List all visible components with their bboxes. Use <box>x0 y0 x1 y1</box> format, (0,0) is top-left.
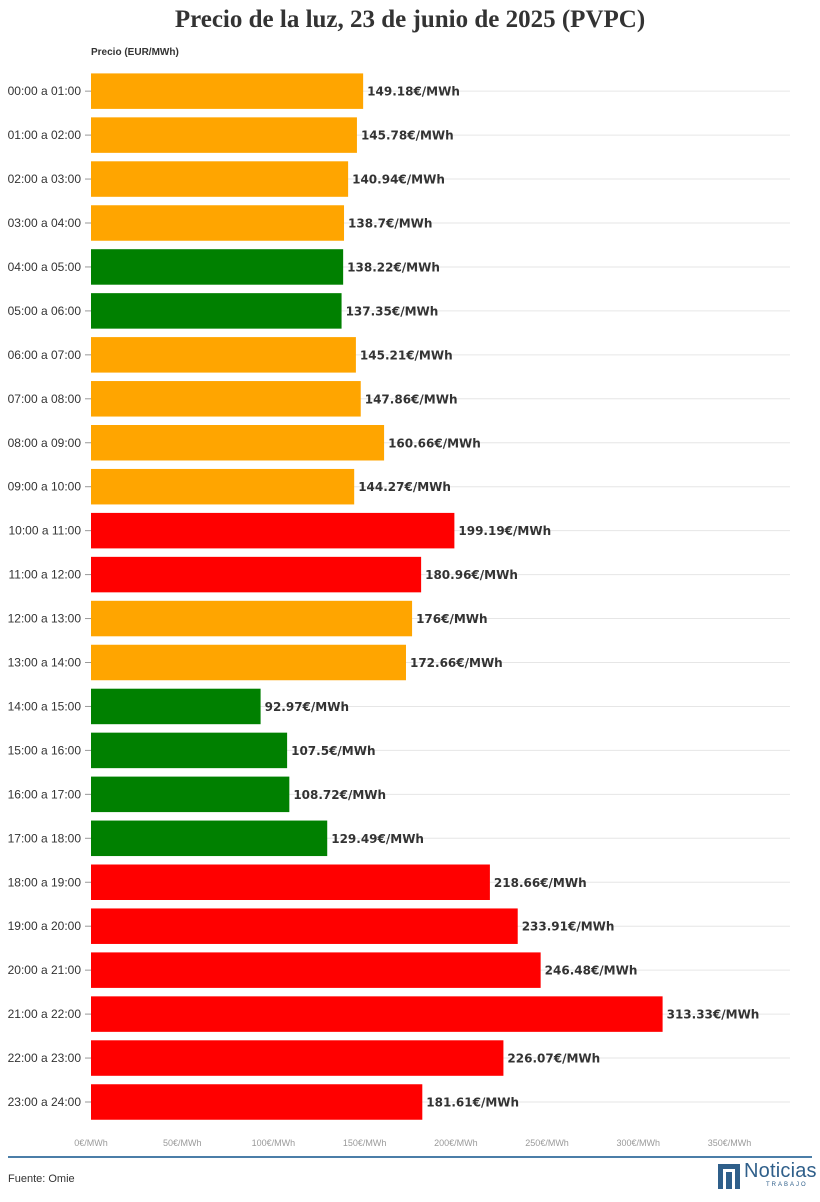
logo-mark-icon <box>718 1164 740 1189</box>
value-label: 129.49€/MWh <box>331 832 424 846</box>
category-label: 11:00 a 12:00 <box>8 568 81 582</box>
value-label: 145.21€/MWh <box>360 348 453 362</box>
value-label: 172.66€/MWh <box>410 656 503 670</box>
category-label: 08:00 a 09:00 <box>8 436 82 450</box>
value-label: 176€/MWh <box>416 612 488 626</box>
category-label: 22:00 a 23:00 <box>8 1051 82 1065</box>
category-label: 21:00 a 22:00 <box>8 1007 82 1021</box>
logo-name: Noticias <box>744 1160 817 1182</box>
bar <box>91 952 541 988</box>
category-label: 17:00 a 18:00 <box>8 831 82 845</box>
value-label: 313.33€/MWh <box>667 1008 760 1022</box>
value-label: 160.66€/MWh <box>388 436 481 450</box>
category-label: 10:00 a 11:00 <box>8 524 81 538</box>
category-label: 20:00 a 21:00 <box>8 963 82 977</box>
x-tick-label: 200€/MWh <box>434 1138 478 1148</box>
x-tick-label: 50€/MWh <box>163 1138 202 1148</box>
logo-subtitle: TRABAJO <box>766 1182 808 1188</box>
value-label: 144.27€/MWh <box>358 480 451 494</box>
bar <box>91 249 344 285</box>
bar <box>91 732 288 769</box>
value-label: 137.35€/MWh <box>346 304 439 318</box>
bar <box>91 820 328 857</box>
category-label: 12:00 a 13:00 <box>8 612 82 626</box>
bar <box>91 1084 423 1120</box>
value-label: 108.72€/MWh <box>293 788 386 802</box>
value-label: 226.07€/MWh <box>507 1052 600 1066</box>
bar <box>91 205 345 241</box>
value-label: 180.96€/MWh <box>425 568 518 582</box>
value-label: 107.5€/MWh <box>291 744 375 758</box>
bar <box>91 688 261 725</box>
y-axis-label: Precio (EUR/MWh) <box>91 47 179 58</box>
noticias-trabajo-logo: Noticias TRABAJO <box>718 1160 817 1191</box>
category-label: 06:00 a 07:00 <box>8 348 82 362</box>
category-label: 07:00 a 08:00 <box>8 392 82 406</box>
bar <box>91 908 518 944</box>
value-label: 138.22€/MWh <box>347 260 440 274</box>
category-label: 19:00 a 20:00 <box>8 919 82 933</box>
bar <box>91 425 385 461</box>
category-label: 00:00 a 01:00 <box>8 84 82 98</box>
value-label: 246.48€/MWh <box>545 964 638 978</box>
bar <box>91 381 361 417</box>
bar <box>91 512 455 549</box>
value-label: 199.19€/MWh <box>458 524 551 538</box>
value-label: 218.66€/MWh <box>494 876 587 890</box>
category-label: 02:00 a 03:00 <box>8 172 82 186</box>
bar <box>91 644 406 681</box>
x-tick-label: 300€/MWh <box>617 1138 661 1148</box>
x-tick-label: 150€/MWh <box>343 1138 387 1148</box>
value-label: 149.18€/MWh <box>367 85 460 99</box>
x-tick-label: 350€/MWh <box>708 1138 752 1148</box>
category-label: 15:00 a 16:00 <box>8 743 82 757</box>
bar-chart: 00:00 a 01:00 149.18€/MWh 01:00 a 02:00 145… <box>8 73 790 1148</box>
category-label: 01:00 a 02:00 <box>8 128 82 142</box>
value-label: 145.78€/MWh <box>361 129 454 143</box>
bar <box>91 161 349 197</box>
bar <box>91 468 355 505</box>
category-label: 16:00 a 17:00 <box>8 787 82 801</box>
value-label: 92.97€/MWh <box>265 700 349 714</box>
bar <box>91 864 490 900</box>
x-tick-label: 100€/MWh <box>252 1138 296 1148</box>
category-label: 18:00 a 19:00 <box>8 875 82 889</box>
bar <box>91 1040 504 1076</box>
x-tick-label: 0€/MWh <box>74 1138 108 1148</box>
bar <box>91 776 290 813</box>
value-label: 147.86€/MWh <box>365 392 458 406</box>
category-label: 09:00 a 10:00 <box>8 480 82 494</box>
category-label: 13:00 a 14:00 <box>8 656 82 670</box>
bars <box>91 73 663 1120</box>
category-label: 05:00 a 06:00 <box>8 304 82 318</box>
bar <box>91 556 422 593</box>
value-label: 181.61€/MWh <box>426 1096 519 1110</box>
bar <box>91 117 357 153</box>
grid-lines <box>85 90 790 1103</box>
labels: 00:00 a 01:00 149.18€/MWh 01:00 a 02:00 145… <box>8 84 760 1109</box>
bar <box>91 600 413 637</box>
bar <box>91 73 364 109</box>
value-label: 138.7€/MWh <box>348 217 432 231</box>
footer-divider <box>8 1156 812 1158</box>
bar <box>91 996 663 1032</box>
category-label: 23:00 a 24:00 <box>8 1095 82 1109</box>
chart-title: Precio de la luz, 23 de junio de 2025 (P… <box>174 6 646 33</box>
value-label: 140.94€/MWh <box>352 173 445 187</box>
value-label: 233.91€/MWh <box>522 920 615 934</box>
category-label: 04:00 a 05:00 <box>8 260 82 274</box>
category-label: 14:00 a 15:00 <box>8 699 82 713</box>
bar <box>91 337 356 373</box>
bar <box>91 293 342 329</box>
category-label: 03:00 a 04:00 <box>8 216 82 230</box>
x-tick-label: 250€/MWh <box>525 1138 569 1148</box>
x-axis-ticks: 0€/MWh 50€/MWh 100€/MWh 150€/MWh 200€/MWh 250… <box>74 1138 751 1148</box>
source-note: Fuente: Omie <box>8 1173 75 1185</box>
